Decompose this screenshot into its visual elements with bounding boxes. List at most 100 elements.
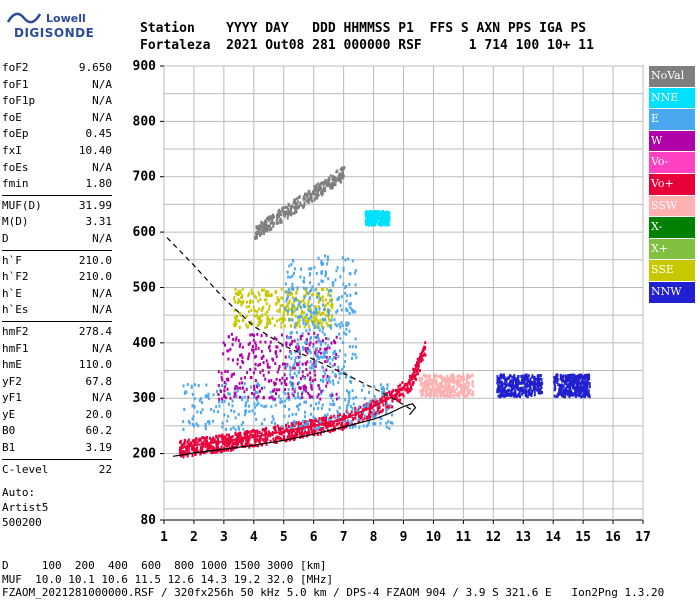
echo-point	[515, 378, 518, 382]
echo-point	[276, 435, 279, 439]
echo-point	[564, 389, 567, 392]
echo-point	[221, 397, 224, 401]
echo-point	[299, 203, 302, 207]
echo-point	[252, 348, 255, 352]
echo-point	[181, 450, 184, 454]
echo-point	[328, 424, 331, 427]
echo-point	[263, 386, 266, 390]
echo-point	[317, 339, 320, 343]
echo-point	[426, 382, 429, 386]
echo-point	[237, 425, 240, 429]
echo-point	[354, 271, 356, 275]
echo-point	[365, 403, 368, 407]
echo-point	[255, 383, 258, 387]
echo-point	[372, 220, 375, 224]
echo-point	[576, 374, 579, 378]
echo-point	[234, 320, 236, 324]
echo-point	[220, 375, 223, 379]
echo-point	[500, 383, 503, 387]
echo-point	[310, 267, 313, 271]
echo-point	[283, 309, 286, 313]
echo-point	[321, 181, 324, 185]
echo-point	[179, 440, 181, 444]
echo-point	[292, 201, 295, 205]
echo-point	[463, 391, 466, 395]
echo-point	[242, 439, 245, 443]
echo-point	[289, 335, 292, 339]
echo-point	[373, 400, 376, 404]
echo-point	[285, 341, 288, 345]
echo-point	[327, 418, 330, 422]
echo-point	[296, 323, 298, 327]
echo-point	[313, 360, 316, 364]
echo-point	[257, 394, 260, 398]
echo-point	[298, 366, 301, 370]
echo-point	[283, 306, 286, 310]
echo-point	[330, 326, 332, 330]
echo-point	[338, 372, 341, 376]
param-key: foE	[2, 110, 22, 124]
echo-point	[237, 442, 239, 446]
echo-point	[285, 343, 288, 346]
echo-point	[374, 220, 377, 224]
echo-point	[236, 439, 239, 443]
echo-point	[239, 386, 242, 390]
echo-point	[237, 434, 240, 438]
echo-point	[265, 359, 268, 363]
echo-point	[308, 395, 311, 399]
echo-point	[344, 258, 347, 262]
echo-point	[256, 431, 259, 435]
echo-point	[256, 437, 259, 441]
echo-point	[231, 435, 234, 439]
echo-point	[381, 393, 384, 397]
echo-point	[267, 225, 269, 229]
echo-point	[291, 392, 294, 396]
echo-point	[318, 417, 321, 421]
echo-point	[226, 370, 229, 373]
param-key: foF2	[2, 61, 29, 74]
echo-point	[183, 391, 186, 395]
echo-point	[395, 396, 398, 400]
echo-point	[182, 455, 185, 459]
echo-point	[460, 376, 462, 380]
echo-point	[261, 422, 263, 426]
echo-point	[259, 298, 262, 302]
y-tick-label: 900	[133, 59, 157, 74]
station-header: Station YYYY DAY DDD HHMMSS P1 FFS S AXN…	[140, 20, 594, 54]
echo-point	[309, 360, 312, 364]
echo-point	[273, 381, 276, 385]
x-tick-label: 9	[400, 530, 408, 545]
echo-point	[314, 288, 317, 292]
echo-point	[293, 361, 296, 365]
echo-point	[578, 385, 581, 389]
echo-point	[299, 355, 302, 359]
echo-point	[242, 361, 245, 365]
param-value: 110.0	[78, 358, 112, 372]
echo-point	[332, 176, 335, 180]
echo-point	[288, 425, 290, 428]
echo-point	[253, 314, 256, 318]
echo-point	[342, 174, 345, 178]
echo-point	[334, 356, 337, 360]
echo-point	[378, 404, 381, 408]
echo-point	[206, 440, 209, 444]
param-row: fxI 10.40	[2, 143, 112, 160]
echo-point	[190, 384, 193, 388]
header-line-1: Station YYYY DAY DDD HHMMSS P1 FFS S AXN…	[140, 21, 587, 36]
echo-point	[381, 408, 384, 412]
echo-point	[224, 343, 226, 347]
echo-point	[256, 398, 259, 402]
echo-point	[288, 301, 291, 305]
echo-point	[463, 394, 466, 398]
echo-point	[246, 300, 248, 304]
echo-point	[585, 386, 588, 390]
echo-point	[254, 347, 257, 351]
echo-point	[314, 427, 317, 431]
echo-point	[241, 386, 244, 390]
echo-point	[296, 202, 299, 206]
echo-point	[387, 217, 390, 221]
echo-point	[237, 412, 240, 416]
echo-point	[269, 390, 272, 394]
echo-point	[295, 197, 298, 201]
echo-point	[326, 413, 329, 417]
